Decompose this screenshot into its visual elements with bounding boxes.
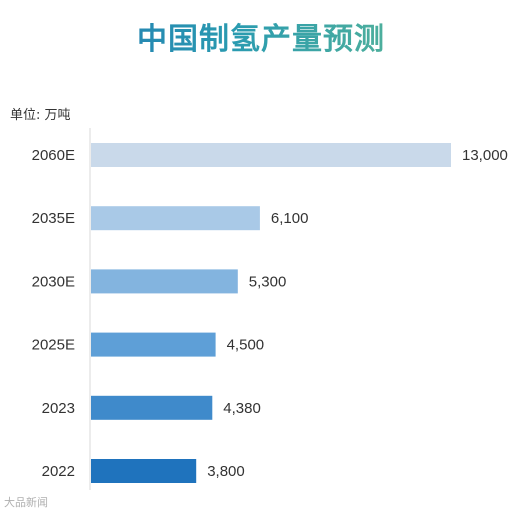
data-label: 4,380 xyxy=(223,400,261,417)
y-tick-label: 2023 xyxy=(42,400,75,417)
data-label: 4,500 xyxy=(227,337,265,354)
data-label: 3,800 xyxy=(207,463,245,480)
chart-title: 中国制氢产量预测 xyxy=(0,14,522,58)
bar-2060e xyxy=(91,143,451,167)
data-label: 13,000 xyxy=(462,147,508,164)
data-label: 5,300 xyxy=(249,273,287,290)
y-tick-label: 2030E xyxy=(32,273,75,290)
bar-2022 xyxy=(91,459,197,483)
unit-label: 单位: 万吨 xyxy=(10,108,71,123)
y-tick-label: 2035E xyxy=(32,210,75,227)
bar-2030e xyxy=(91,269,238,294)
bar-2023 xyxy=(91,395,213,420)
data-label: 6,100 xyxy=(271,210,309,227)
y-tick-label: 2060E xyxy=(32,147,75,164)
y-tick-label: 2022 xyxy=(42,463,75,480)
bar-2035e xyxy=(91,206,260,231)
watermark: 大品新闻 xyxy=(4,496,48,509)
y-tick-label: 2025E xyxy=(32,337,75,354)
bar-2025e xyxy=(91,332,216,357)
